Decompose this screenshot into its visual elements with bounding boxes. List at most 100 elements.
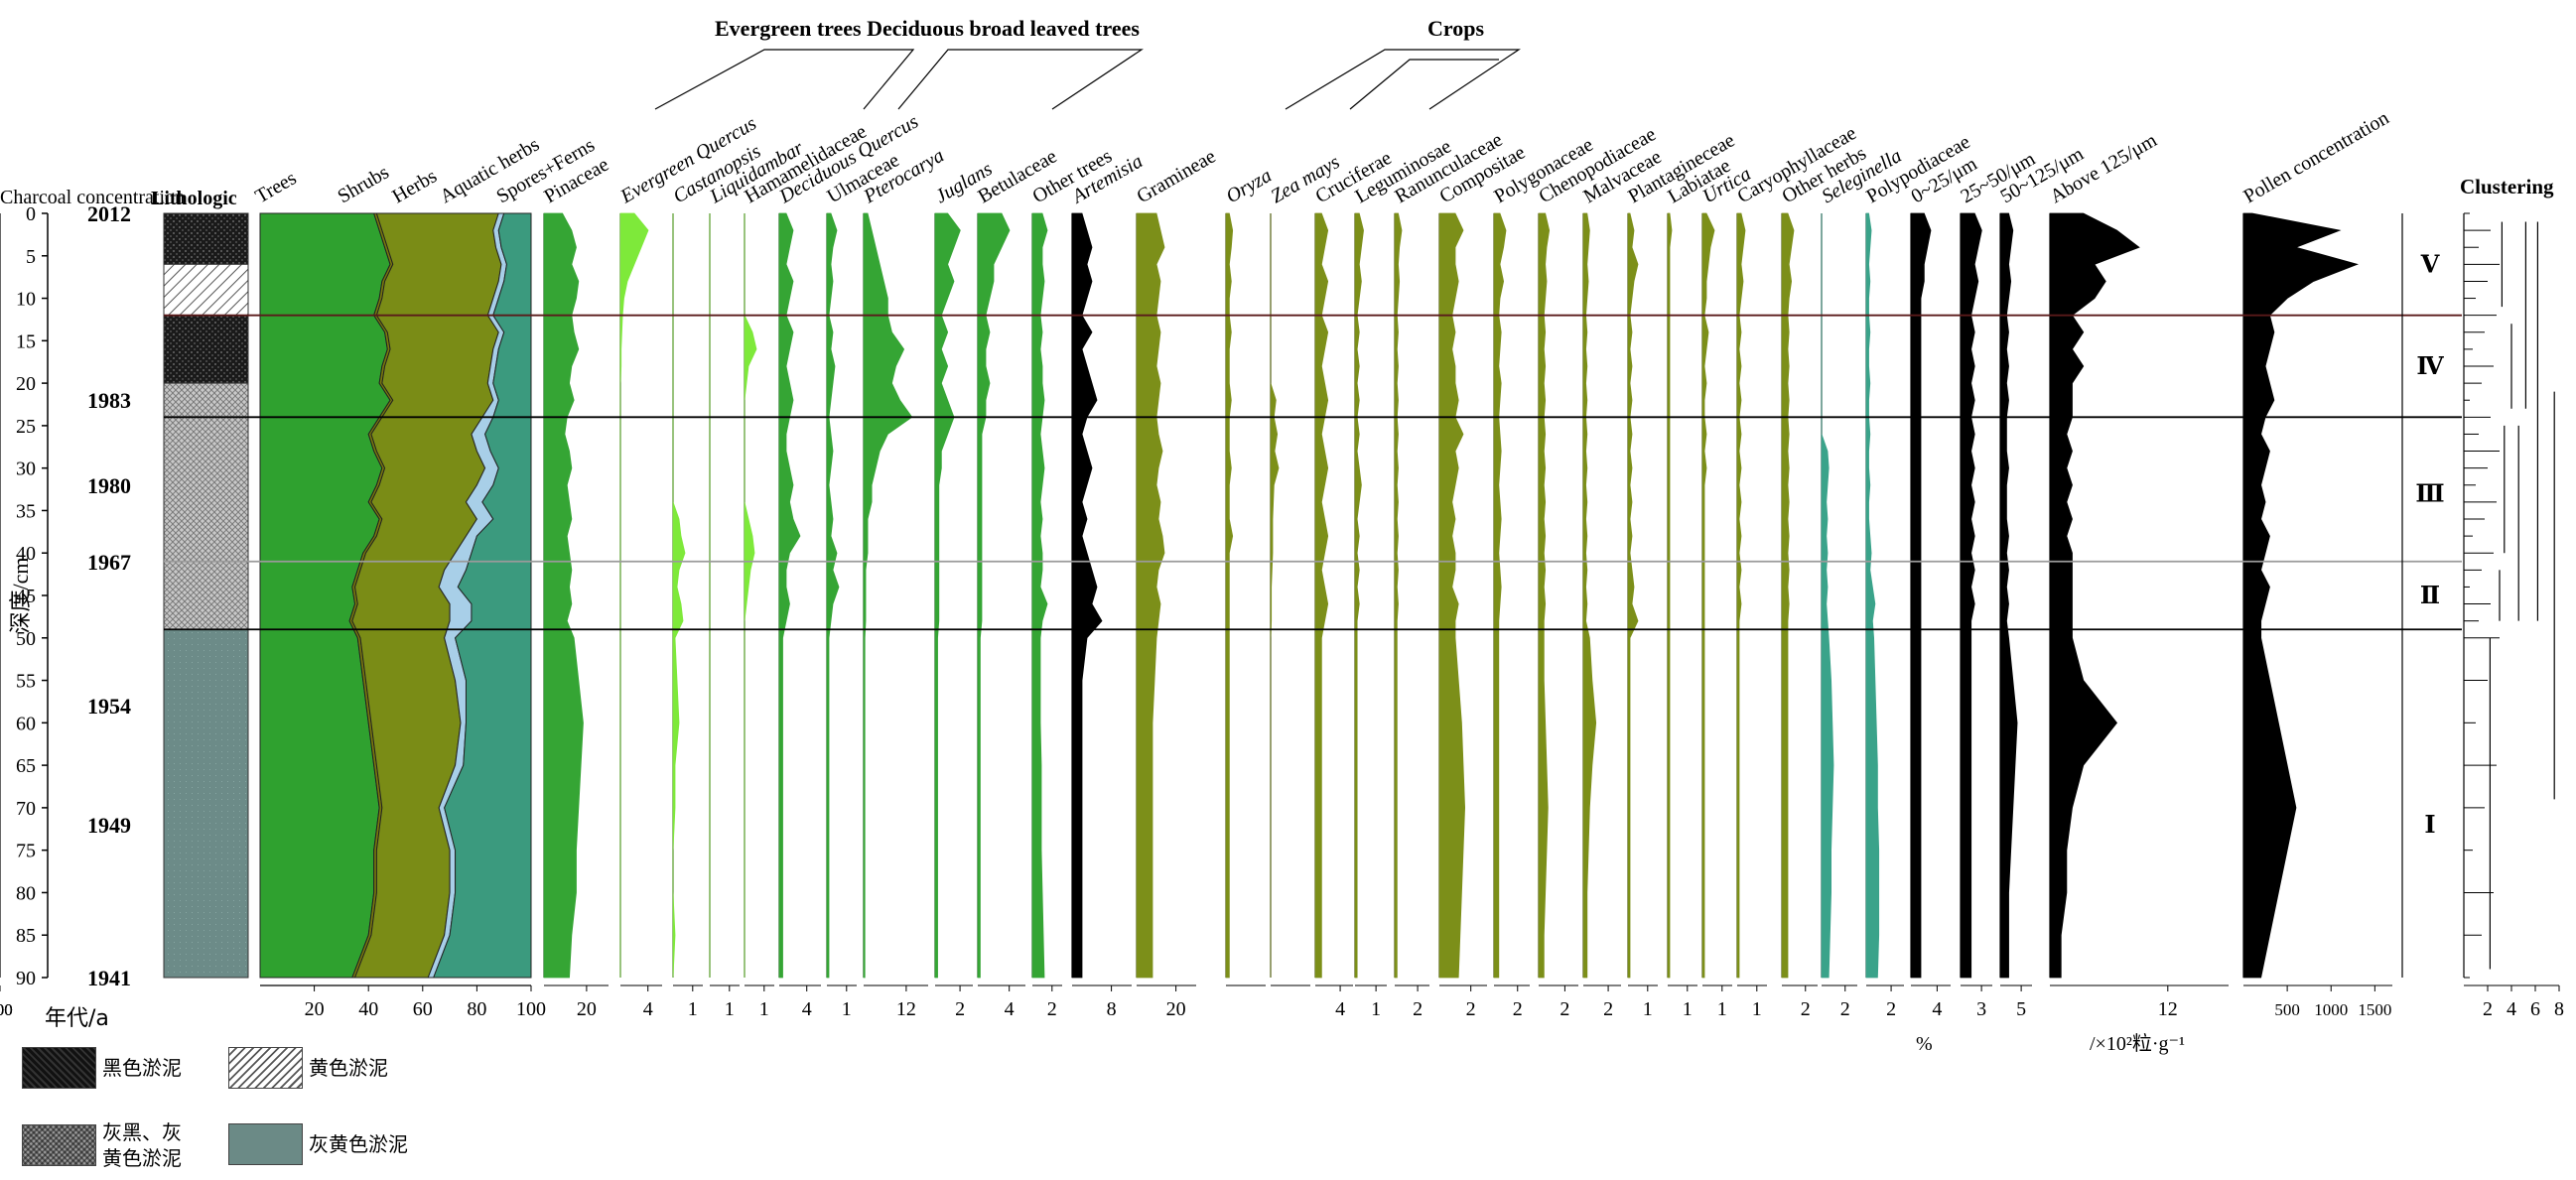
panel-area-pinaceae xyxy=(543,212,584,979)
bracket-evergreen xyxy=(654,49,915,110)
panel-x-tick-label-polypodiaceae: 2 xyxy=(1886,998,1896,1020)
panel-x-tick-label-castanopsis: 1 xyxy=(688,998,698,1020)
depth-tick-label: 65 xyxy=(16,755,36,777)
panel-x-tick-label-juglans: 2 xyxy=(955,998,965,1020)
depth-tick-label: 55 xyxy=(16,671,36,693)
panel-area-pterocarya xyxy=(863,212,913,979)
cluster-x-tick-label: 4 xyxy=(2507,998,2516,1020)
panel-x-tick-label-deciduous-quercus: 4 xyxy=(802,998,812,1020)
bracket-deciduous xyxy=(897,49,1144,110)
panel-x-tick-label-artemisia: 8 xyxy=(1107,998,1117,1020)
lithology-legend: 黑色淤泥 黄色淤泥 灰黑、灰 黄色淤泥 灰黄色淤泥 xyxy=(22,1032,439,1171)
age-label: 1949 xyxy=(87,813,131,838)
era-label: 年代/a xyxy=(45,1006,109,1031)
legend-swatch-yellow xyxy=(228,1047,303,1089)
panel-x-tick-label-labiatae: 1 xyxy=(1683,998,1693,1020)
depth-tick-label: 85 xyxy=(16,925,36,947)
panel-x-tick-label-25-50-m: 3 xyxy=(1976,998,1986,1020)
age-label: 2012 xyxy=(87,201,131,226)
panel-x-tick-label-other-trees: 2 xyxy=(1047,998,1057,1020)
panel-x-tick-label-pinaceae: 20 xyxy=(577,998,597,1020)
panel-area-0-25-m xyxy=(1910,212,1932,979)
panel-x-tick-label-plantagineceae: 1 xyxy=(1643,998,1653,1020)
depth-tick-label: 25 xyxy=(16,416,36,438)
panel-area-artemisia xyxy=(1071,212,1103,979)
bracket-crops-zea xyxy=(1349,59,1499,110)
panel-x-tick-label-above-125-m: 12 xyxy=(2158,998,2178,1020)
panel-x-tick-label-ranunculaceae: 2 xyxy=(1413,998,1423,1020)
lithologic-column xyxy=(163,212,249,979)
panel-x-tick-label-charcoal-concentration: 600 xyxy=(0,1000,13,1019)
legend-item-black: 黑色淤泥 xyxy=(22,1047,182,1089)
bracket-crops-oryza xyxy=(1285,49,1521,110)
panel-area-zea-mays xyxy=(1270,213,1280,978)
age-label: 1941 xyxy=(87,966,131,990)
panel-area-urtica xyxy=(1701,212,1715,979)
zone-label: Ⅲ xyxy=(2415,481,2444,507)
panel-x-tick-label-cruciferae: 4 xyxy=(1335,998,1345,1020)
panel-x-tick-label-polygonaceae: 2 xyxy=(1513,998,1523,1020)
depth-tick-label: 60 xyxy=(16,713,36,734)
group-title-evergreen-deciduous: Evergreen trees Deciduous broad leaved t… xyxy=(715,16,1140,41)
depth-tick-label: 45 xyxy=(16,586,36,607)
legend-item-yellow: 黄色淤泥 xyxy=(228,1047,388,1089)
title-gramineae: Gramineae xyxy=(1134,145,1220,207)
legend-label-black: 黑色淤泥 xyxy=(102,1056,182,1080)
panel-area-ranunculaceae xyxy=(1394,212,1403,979)
lithology-unit-black xyxy=(163,315,249,384)
legend-label-yellow: 黄色淤泥 xyxy=(309,1056,388,1080)
panel-x-tick-label-charcoal-concentration: 400 xyxy=(0,1000,13,1019)
legend-item-grey: 灰黑、灰 黄色淤泥 xyxy=(22,1119,182,1171)
summary-x-tick-label: 20 xyxy=(305,998,325,1020)
panel-area-caryophyllaceae xyxy=(1736,212,1746,979)
unit-label-percent: % xyxy=(1916,1033,1933,1055)
depth-tick-label: 75 xyxy=(16,841,36,862)
depth-tick-label: 50 xyxy=(16,628,36,650)
panel-area-above-125-m xyxy=(2049,212,2140,979)
summary-area-spores-ferns xyxy=(432,212,532,979)
panel-x-tick-label-0-25-m: 4 xyxy=(1932,998,1942,1020)
panel-area-50-125-m xyxy=(1999,212,2018,979)
depth-tick-label: 20 xyxy=(16,373,36,395)
panel-area-other-herbs xyxy=(1781,212,1795,979)
panel-area-betulaceae xyxy=(977,212,1011,979)
panel-x-tick-label-seleginella: 2 xyxy=(1840,998,1850,1020)
panel-area-hamamelidaceae xyxy=(744,213,757,978)
panel-x-tick-label-chenopodiaceae: 2 xyxy=(1559,998,1569,1020)
panel-x-tick-label-charcoal-concentration: 200 xyxy=(0,1000,13,1019)
legend-swatch-greyyellow xyxy=(228,1123,303,1165)
panel-x-tick-label-other-herbs: 2 xyxy=(1801,998,1811,1020)
age-label: 1954 xyxy=(87,694,131,719)
legend-label-grey: 灰黑、灰 黄色淤泥 xyxy=(102,1120,182,1170)
panel-area-leguminosae xyxy=(1354,212,1364,979)
panel-x-tick-label-betulaceae: 4 xyxy=(1005,998,1015,1020)
panel-area-cruciferae xyxy=(1314,212,1329,979)
panel-x-tick-label-urtica: 1 xyxy=(1717,998,1727,1020)
summary-x-tick-label: 40 xyxy=(358,998,378,1020)
legend-item-greyyellow: 灰黄色淤泥 xyxy=(228,1123,408,1165)
lithology-unit-black xyxy=(163,212,249,265)
summary-x-tick-label: 60 xyxy=(413,998,433,1020)
age-label: 1980 xyxy=(87,473,131,498)
title-shrubs: Shrubs xyxy=(335,161,393,207)
group-brackets: Evergreen trees Deciduous broad leaved t… xyxy=(654,16,1521,110)
depth-tick-label: 30 xyxy=(16,459,36,480)
cluster-x-tick-label: 8 xyxy=(2554,998,2564,1020)
cluster-x-tick-label: 2 xyxy=(2483,998,2493,1020)
summary-stacked-area: 20 40 60 80 100 xyxy=(259,212,546,1020)
lithology-unit-greyyellow xyxy=(163,628,249,979)
depth-tick-label: 90 xyxy=(16,968,36,989)
depth-tick-label: 15 xyxy=(16,330,36,352)
summary-x-tick-label: 100 xyxy=(516,998,546,1020)
age-label: 1983 xyxy=(87,388,131,413)
panel-area-castanopsis xyxy=(672,213,686,979)
panel-x-tick-label-pollen-concentration: 1500 xyxy=(2358,1000,2391,1019)
depth-tick-label: 10 xyxy=(16,289,36,311)
panel-area-other-trees xyxy=(1031,212,1048,979)
legend-swatch-grey xyxy=(22,1124,96,1166)
title-herbs: Herbs xyxy=(389,165,442,207)
panel-x-tick-label-gramineae: 20 xyxy=(1166,998,1186,1020)
zone-label: Ⅱ xyxy=(2420,584,2440,609)
